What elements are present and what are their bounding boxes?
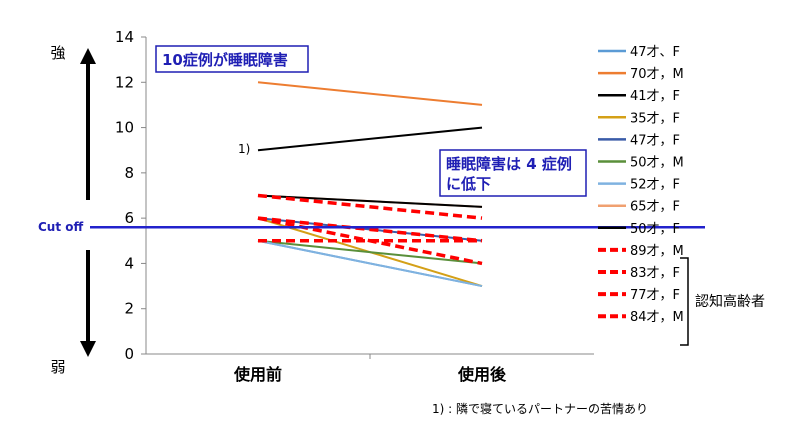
series-line <box>257 239 483 265</box>
legend-label: 35才，F <box>630 111 680 126</box>
series-line <box>257 81 483 106</box>
legend-label: 83才，F <box>630 266 680 281</box>
legend-label: 65才，F <box>630 200 680 215</box>
point-marker: 1) <box>238 142 250 156</box>
series-line <box>257 193 483 220</box>
legend-label: 52才，F <box>630 178 680 193</box>
y-tick-label: 10 <box>115 119 134 137</box>
x-axis-ticks: 使用前 使用後 <box>233 354 507 384</box>
y-tick-label: 0 <box>124 345 134 363</box>
elderly-bracket: 認知高齢者 <box>680 257 765 346</box>
y-axis-ticks: 0 2 4 6 8 10 12 14 <box>115 28 146 363</box>
annotation-after-text-2: に低下 <box>446 175 491 193</box>
up-arrow-head <box>80 48 96 64</box>
legend-label: 84才，M <box>630 310 684 325</box>
weak-label: 弱 <box>50 358 65 376</box>
annotation-box-before: 10症例が睡眠障害 <box>155 45 309 73</box>
y-tick-label: 14 <box>115 28 134 46</box>
y-tick-label: 8 <box>124 164 134 182</box>
footnote: 1) : 隣で寝ているパートナーの苦情あり <box>432 401 648 416</box>
series-lines <box>257 81 483 288</box>
strong-label: 強 <box>50 44 65 62</box>
x-category-label: 使用前 <box>233 365 282 384</box>
elderly-bracket-label: 認知高齢者 <box>695 293 765 310</box>
down-arrow-head <box>80 341 96 357</box>
y-tick-label: 4 <box>124 254 134 272</box>
series-line <box>257 126 483 152</box>
y-tick-label: 6 <box>124 209 134 227</box>
annotation-box-after: 睡眠障害は 4 症例 に低下 <box>439 149 587 197</box>
x-category-label: 使用後 <box>457 365 507 384</box>
y-tick-label: 2 <box>124 300 134 318</box>
legend-label: 50才，M <box>630 156 684 171</box>
y-tick-label: 12 <box>115 73 134 91</box>
series-line <box>257 194 483 208</box>
legend-label: 89才，M <box>630 244 684 259</box>
cutoff-label: Cut off <box>38 220 84 234</box>
legend-label: 70才，M <box>630 67 684 82</box>
legend-label: 50才，F <box>630 222 680 237</box>
legend-label: 47才、F <box>630 45 680 60</box>
strength-indicator: 強 弱 <box>50 44 96 376</box>
series-line <box>257 239 483 288</box>
annotation-before-text: 10症例が睡眠障害 <box>162 51 288 69</box>
legend-label: 77才，F <box>630 288 680 303</box>
series-line <box>257 216 483 243</box>
legend-label: 41才，F <box>630 89 680 104</box>
legend-label: 47才，F <box>630 133 680 148</box>
legend: 47才、F 70才，M 41才，F 35才，F 47才，F 50才，M 52才，F 65才，F… <box>598 45 684 325</box>
annotation-after-text-1: 睡眠障害は 4 症例 <box>446 155 572 173</box>
